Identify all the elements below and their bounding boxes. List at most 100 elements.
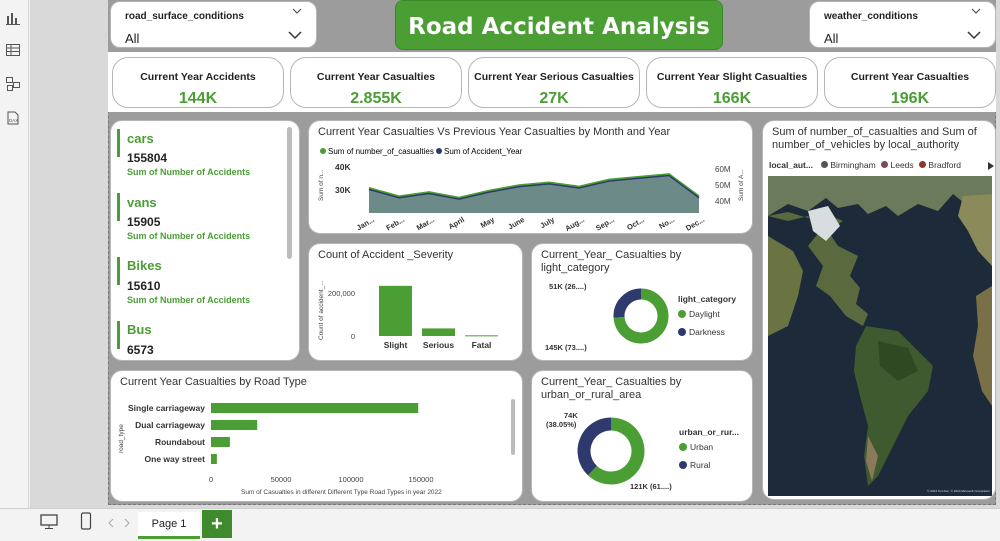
scrollbar[interactable] — [287, 127, 292, 259]
kpi-value: 144K — [178, 90, 218, 107]
x-tick-label: Dec... — [684, 215, 706, 233]
legend-label: Sum of Accident_Year — [444, 147, 523, 156]
donut-segment[interactable] — [613, 288, 642, 318]
x-tick-label: No... — [657, 215, 676, 231]
ice — [808, 206, 840, 241]
donut-segment[interactable] — [577, 417, 612, 476]
page-tab[interactable]: Page 1 — [138, 512, 200, 539]
severity-bar[interactable] — [465, 335, 498, 337]
collapse-chevron-icon[interactable] — [292, 8, 302, 15]
amazon — [878, 341, 918, 381]
category-label: Roundabout — [155, 437, 205, 447]
chart-title: Current_Year_ Casualties by urban_or_rur… — [541, 376, 682, 401]
road-type-bar[interactable] — [211, 403, 419, 413]
urban-rural-chart[interactable]: Current_Year_ Casualties by urban_or_rur… — [531, 370, 753, 502]
category-label: One way street — [145, 454, 206, 464]
data-label-rural: 74K — [564, 411, 578, 420]
kpi-value: 2.855K — [350, 90, 402, 107]
vehicle-subtitle: Sum of Number of Accidents — [127, 295, 251, 305]
monthly-casualties-chart[interactable]: Current Year Casualties Vs Previous Year… — [308, 120, 753, 234]
x-tick-label: June — [506, 215, 526, 232]
slicer-value[interactable]: All — [824, 31, 839, 46]
model-view-icon[interactable] — [5, 76, 21, 92]
x-axis-label: Sum of Casualties in different Different… — [241, 489, 442, 496]
road-type-chart[interactable]: Current Year Casualties by Road Type roa… — [110, 370, 523, 502]
x-tick: 100000 — [338, 475, 363, 484]
data-label-rural-pct: (38.05%) — [546, 420, 577, 429]
x-tick: 150000 — [408, 475, 433, 484]
y-tick: 200,000 — [328, 289, 355, 298]
y-tick: 0 — [351, 332, 355, 341]
category-label: Single carriageway — [128, 403, 205, 413]
kpi-card-slight[interactable]: Current Year Slight Casualties 166K — [646, 57, 818, 108]
add-page-button[interactable]: + — [202, 510, 232, 538]
road-type-bar[interactable] — [211, 437, 230, 447]
y-right-tick: 60M — [715, 165, 731, 174]
line-chart-svg: Sum of number_of_casualties Sum of Accid… — [318, 147, 745, 233]
legend-label: Daylight — [689, 309, 720, 319]
africa — [973, 286, 992, 406]
mobile-layout-icon[interactable] — [80, 512, 92, 530]
data-label-urban: 121K (61....) — [630, 482, 672, 491]
x-tick: 50000 — [271, 475, 292, 484]
legend-label: Bradford — [928, 160, 962, 170]
table-view-icon[interactable] — [5, 42, 21, 58]
scrollbar[interactable] — [511, 399, 515, 455]
north-land — [768, 176, 992, 216]
kpi-label: Current Year Casualties — [316, 71, 436, 83]
patagonia — [866, 436, 878, 481]
report-view-icon[interactable] — [5, 10, 21, 26]
x-tick: 0 — [209, 475, 213, 484]
severity-bar[interactable] — [422, 328, 455, 336]
legend-dot-darkness — [678, 328, 686, 336]
collapse-chevron-icon[interactable] — [971, 8, 981, 15]
vehicle-card-list[interactable]: cars 155804 Sum of Number of Accidents v… — [110, 120, 300, 361]
light-category-chart[interactable]: Current_Year_ Casualties by light_catego… — [531, 243, 753, 361]
road-type-bar[interactable] — [211, 454, 217, 464]
chart-title: Count of Accident _Severity — [318, 249, 454, 261]
y-left-tick: 30K — [335, 185, 351, 195]
next-page-icon[interactable] — [124, 519, 130, 527]
x-tick-label: May — [479, 215, 497, 231]
vehicle-name: Bus — [127, 322, 152, 337]
legend-dot-urban — [679, 443, 687, 451]
desktop-layout-icon[interactable] — [40, 514, 58, 530]
y-left-tick: 40K — [335, 162, 351, 172]
prev-page-icon[interactable] — [108, 519, 114, 527]
x-tick-label: Sep... — [594, 215, 616, 233]
kpi-card-serious[interactable]: Current Year Serious Casualties 27K — [468, 57, 640, 108]
category-label: Slight — [384, 340, 408, 350]
satellite-map[interactable]: © 2024 TomTom, © 2024 Microsoft Corporat… — [768, 176, 992, 496]
x-tick-label: April — [447, 215, 466, 231]
chevron-down-icon[interactable] — [288, 30, 302, 40]
legend-dot-casualties — [320, 148, 326, 154]
chevron-down-icon[interactable] — [967, 30, 981, 40]
slicer-label: weather_conditions — [824, 11, 918, 22]
legend-label: Birmingham — [830, 160, 876, 170]
vehicle-value: 6573 — [127, 343, 154, 357]
donut-segment[interactable] — [613, 288, 669, 344]
legend-next-arrow-icon[interactable] — [988, 162, 994, 170]
vehicle-name: cars — [127, 131, 154, 146]
kpi-label: Current Year Serious Casualties — [474, 71, 634, 83]
page-title: Road Accident Analysis — [395, 0, 723, 50]
kpi-card-casualties[interactable]: Current Year Casualties 2.855K — [290, 57, 462, 108]
kpi-card-total[interactable]: Current Year Casualties 196K — [824, 57, 996, 108]
kpi-value: 166K — [712, 90, 752, 107]
dax-query-icon[interactable]: DAX — [5, 110, 21, 126]
kpi-label: Current Year Casualties — [850, 71, 970, 83]
weather-slicer[interactable]: weather_conditions All — [809, 1, 996, 48]
kpi-card-accidents[interactable]: Current Year Accidents 144K — [112, 57, 284, 108]
area-fill — [369, 175, 699, 213]
road-surface-slicer[interactable]: road_surface_conditions All — [110, 1, 317, 48]
severity-bar[interactable] — [379, 285, 412, 336]
north-america — [768, 212, 868, 326]
kpi-label: Current Year Slight Casualties — [656, 71, 808, 83]
severity-chart[interactable]: Count of Accident _Severity Count of acc… — [308, 243, 523, 361]
y-right-tick: 40M — [715, 197, 731, 206]
chart-title: Current Year Casualties by Road Type — [120, 376, 307, 388]
map-visual[interactable]: Sum of number_of_casualties and Sum of n… — [762, 120, 996, 500]
donut-segment[interactable] — [587, 417, 645, 485]
road-type-bar[interactable] — [211, 420, 258, 430]
slicer-value[interactable]: All — [125, 31, 140, 46]
